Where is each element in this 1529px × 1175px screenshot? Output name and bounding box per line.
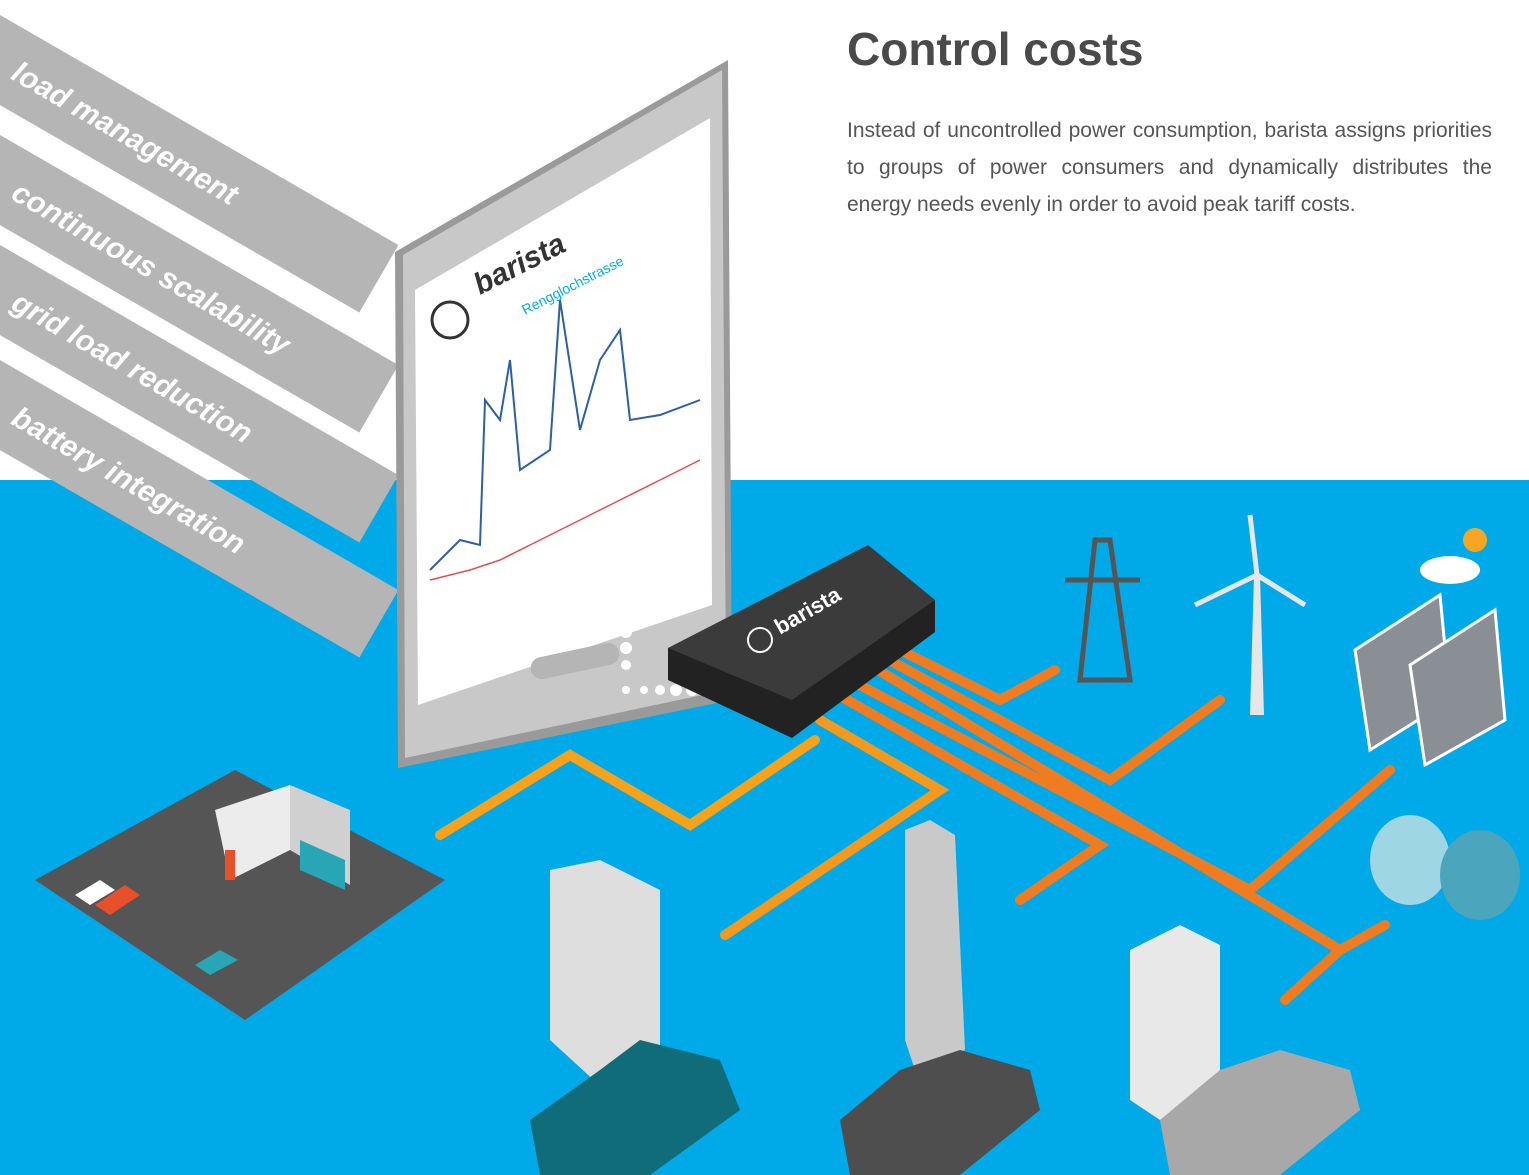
heading: Control costs xyxy=(847,22,1143,76)
body-text: Instead of uncontrolled power consumptio… xyxy=(847,112,1492,223)
page: load management continuous scalability g… xyxy=(0,0,1529,1175)
